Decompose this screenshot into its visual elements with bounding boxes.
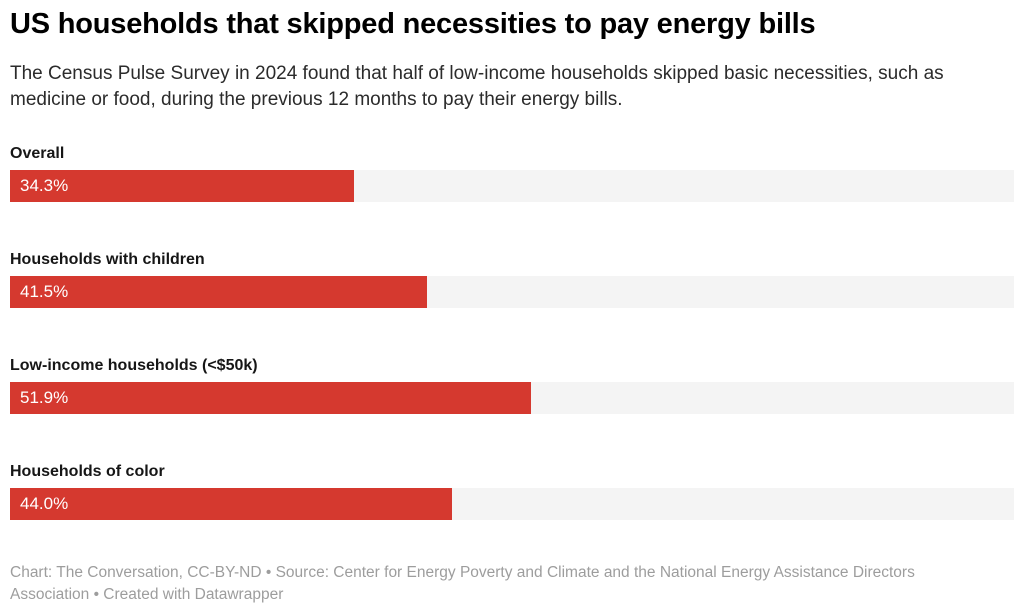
category-label: Households of color: [10, 463, 165, 480]
bar-value-label: 34.3%: [20, 176, 69, 195]
bar-row-overall: Overall 34.3%: [10, 144, 1014, 202]
category-label: Households with children: [10, 251, 205, 268]
chart-subtitle: The Census Pulse Survey in 2024 found th…: [10, 63, 944, 110]
bar-chart: Overall 34.3% Households with children 4…: [10, 144, 1014, 520]
bar: 44.0%: [10, 488, 452, 520]
bar: 41.5%: [10, 276, 427, 308]
bar-value-label: 51.9%: [20, 388, 69, 407]
bar-row-households-with-children: Households with children 41.5%: [10, 250, 1014, 308]
bar-track: 41.5%: [10, 276, 1014, 308]
bar-row-households-of-color: Households of color 44.0%: [10, 462, 1014, 520]
chart-title: US households that skipped necessities t…: [10, 8, 816, 40]
chart-footer: Chart: The Conversation, CC-BY-ND • Sour…: [10, 564, 915, 603]
category-label: Overall: [10, 145, 65, 162]
bar: 51.9%: [10, 382, 532, 414]
bar-value-label: 44.0%: [20, 494, 69, 513]
bar-track: 44.0%: [10, 488, 1014, 520]
bar-row-low-income-households: Low-income households (<$50k) 51.9%: [10, 356, 1014, 414]
category-label: Low-income households (<$50k): [10, 357, 258, 374]
bar-track: 34.3%: [10, 170, 1014, 202]
bar-value-label: 41.5%: [20, 282, 69, 301]
bar: 34.3%: [10, 170, 355, 202]
bar-track: 51.9%: [10, 382, 1014, 414]
